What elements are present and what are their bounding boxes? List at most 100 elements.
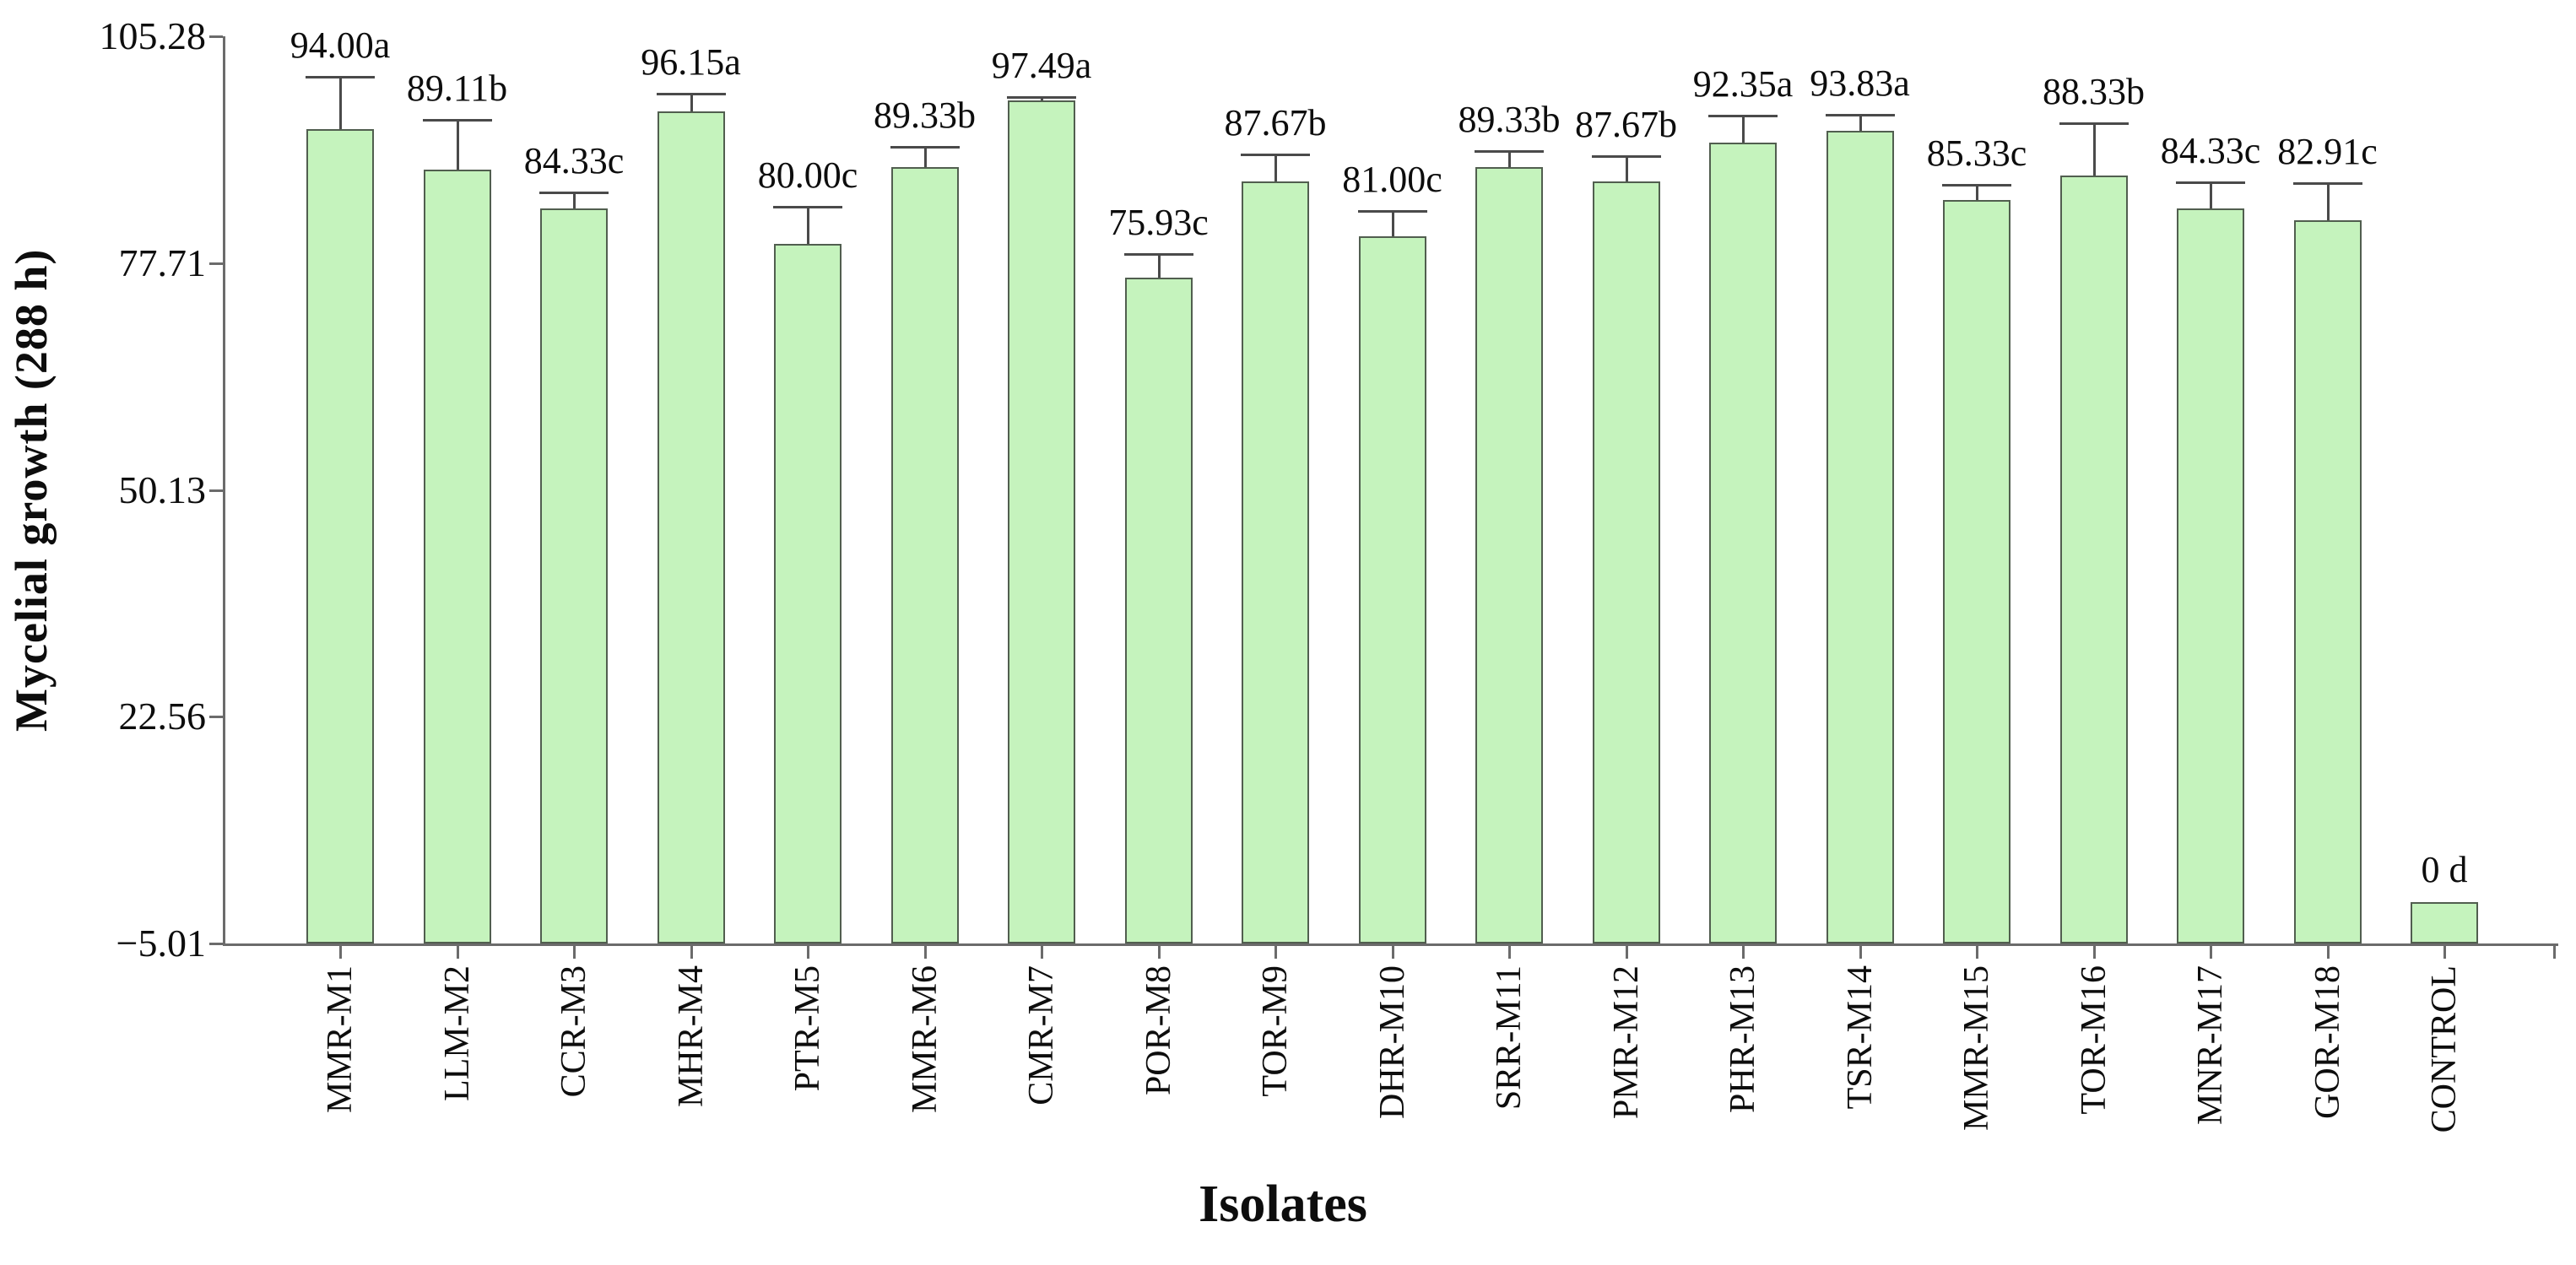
x-tick-mark <box>456 943 459 959</box>
error-bar-cap <box>773 205 842 208</box>
bar <box>1008 100 1075 943</box>
error-bar <box>1976 185 1978 201</box>
x-tick-mark <box>923 943 927 959</box>
x-tick-label: PMR-M12 <box>1606 965 1646 1120</box>
bar <box>306 128 374 943</box>
bar-value-label: 92.35a <box>1692 62 1794 105</box>
x-tick-mark <box>2326 943 2330 959</box>
error-bar <box>1859 116 1862 131</box>
x-tick-label: SRR-M11 <box>1490 965 1529 1111</box>
x-tick-label: DHR-M10 <box>1372 965 1412 1120</box>
error-bar <box>573 192 576 209</box>
x-tick-label: GOR-M18 <box>2308 965 2347 1120</box>
bar <box>890 167 959 943</box>
x-tick-label: CONTROL <box>2425 965 2464 1133</box>
bar-value-label: 87.67b <box>1575 104 1677 146</box>
error-bar <box>456 121 459 170</box>
x-tick-mark <box>1391 943 1394 959</box>
x-tick-mark <box>2092 943 2096 959</box>
error-bar-cap <box>1357 210 1427 214</box>
x-tick-mark <box>1625 943 1628 959</box>
x-tick-label: MMR-M15 <box>1957 965 1996 1132</box>
x-tick-label: CCR-M3 <box>555 965 593 1098</box>
bar <box>2293 220 2362 943</box>
bar <box>1358 235 1426 943</box>
y-tick-label: 77.71 <box>118 241 207 284</box>
error-bar <box>923 148 927 168</box>
error-bar-cap <box>656 93 726 96</box>
x-tick-mark <box>573 943 576 959</box>
error-bar-cap <box>1825 114 1895 117</box>
x-tick-mark <box>2443 943 2446 959</box>
x-tick-mark <box>1508 943 1511 959</box>
bar <box>2177 208 2244 943</box>
bar <box>2411 902 2478 943</box>
bar-value-label: 94.00a <box>290 24 391 66</box>
bar <box>1943 200 2010 943</box>
bar <box>2059 176 2128 943</box>
x-tick-mark <box>690 943 693 959</box>
bar-value-label: 84.33c <box>523 139 625 181</box>
bar-value-label: 89.33b <box>874 95 976 137</box>
x-tick-label: CMR-M7 <box>1022 965 1061 1106</box>
bar <box>1826 130 1894 943</box>
bar <box>540 208 608 943</box>
error-bar-cap <box>306 75 375 78</box>
x-tick-mark <box>1859 943 1862 959</box>
bar-value-label: 97.49a <box>991 45 1092 86</box>
error-bar <box>1508 151 1511 168</box>
bar-value-label: 88.33b <box>2043 70 2145 112</box>
bar-value-label: 81.00c <box>1342 159 1442 201</box>
bar-value-label: 87.67b <box>1224 102 1327 144</box>
error-bar-cap <box>1708 114 1778 117</box>
y-tick-mark <box>209 943 223 945</box>
x-tick-mark <box>339 943 342 959</box>
error-bar-cap <box>539 191 609 194</box>
y-tick-label: 105.28 <box>99 14 207 57</box>
x-tick-label: MMR-M6 <box>905 965 944 1114</box>
x-tick-label: MHR-M4 <box>671 965 711 1108</box>
error-bar <box>339 77 342 129</box>
bar <box>1124 278 1193 943</box>
y-tick-mark <box>209 262 223 265</box>
error-bar-cap <box>2059 122 2129 125</box>
error-bar <box>1625 157 1628 181</box>
x-tick-label: MNR-M17 <box>2191 965 2230 1126</box>
bar-value-label: 93.83a <box>1810 62 1910 105</box>
x-tick-mark <box>1274 943 1277 959</box>
x-tick-mark <box>807 943 809 959</box>
bar-value-label: 80.00c <box>757 154 858 196</box>
bar-value-label: 89.11b <box>406 68 508 110</box>
error-bar-cap <box>1942 183 2011 187</box>
y-tick-mark <box>209 489 223 492</box>
error-bar <box>690 95 693 111</box>
y-tick-mark <box>209 716 223 719</box>
error-bar-cap <box>1123 252 1193 256</box>
bar-value-label: 75.93c <box>1108 201 1209 243</box>
error-bar-cap <box>422 119 492 122</box>
x-tick-mark <box>2210 943 2212 959</box>
error-bar <box>807 207 809 245</box>
error-bar-cap <box>890 146 960 149</box>
x-tick-mark <box>1742 943 1745 959</box>
bar <box>1709 143 1777 943</box>
error-bar-cap <box>2292 182 2362 186</box>
error-bar <box>1391 212 1394 236</box>
y-tick-label: −5.01 <box>116 922 206 965</box>
bar <box>657 111 725 943</box>
error-bar <box>2210 182 2212 209</box>
x-tick-label: TSR-M14 <box>1840 965 1880 1110</box>
error-bar <box>1742 116 1745 143</box>
x-tick-mark <box>1041 943 1043 959</box>
x-tick-mark <box>1976 943 1978 959</box>
error-bar <box>2326 184 2330 221</box>
bar <box>1242 181 1309 943</box>
x-tick-label: TOR-M16 <box>2074 965 2113 1115</box>
x-axis-end-tick <box>2553 943 2556 959</box>
error-bar <box>2092 123 2096 176</box>
bar <box>1475 167 1543 943</box>
x-tick-label: MMR-M1 <box>321 965 360 1114</box>
x-tick-label: LLM-M2 <box>437 965 477 1101</box>
x-tick-label: POR-M8 <box>1139 965 1178 1096</box>
